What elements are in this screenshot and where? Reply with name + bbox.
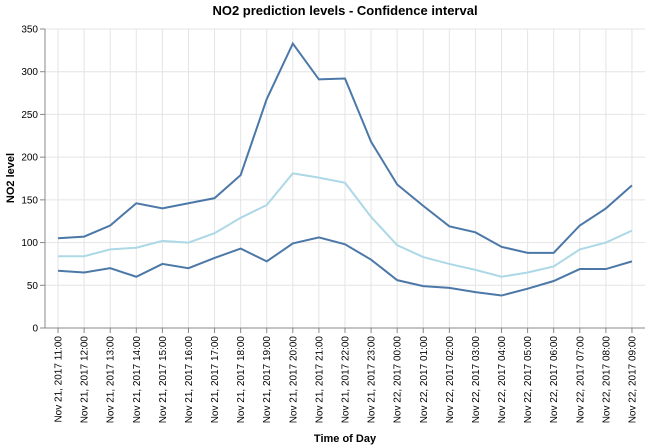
x-tick-label: Nov 21, 2017 21:00 [314, 336, 325, 424]
x-tick-label: Nov 21, 2017 13:00 [106, 336, 117, 424]
x-tick-label: Nov 22, 2017 05:00 [523, 336, 534, 424]
x-tick-label: Nov 21, 2017 18:00 [236, 336, 247, 424]
y-tick-label: 100 [21, 238, 38, 249]
x-tick-label: Nov 22, 2017 00:00 [393, 336, 404, 424]
x-tick-label: Nov 22, 2017 08:00 [601, 336, 612, 424]
x-tick-label: Nov 21, 2017 16:00 [184, 336, 195, 424]
y-tick-label: 350 [21, 25, 38, 36]
x-tick-label: Nov 21, 2017 14:00 [132, 336, 143, 424]
chart-title: NO2 prediction levels - Confidence inter… [212, 3, 477, 18]
x-axis-label: Time of Day [314, 433, 377, 445]
y-tick-label: 150 [21, 195, 38, 206]
y-tick-label: 300 [21, 67, 38, 78]
y-tick-label: 200 [21, 153, 38, 164]
x-tick-label: Nov 21, 2017 20:00 [288, 336, 299, 424]
x-tick-label: Nov 21, 2017 19:00 [262, 336, 273, 424]
series-line [58, 172, 633, 278]
x-tick-label: Nov 21, 2017 12:00 [80, 336, 91, 424]
x-tick-label: Nov 22, 2017 06:00 [549, 336, 560, 424]
y-tick-label: 0 [32, 324, 38, 335]
x-tick-label: Nov 22, 2017 09:00 [627, 336, 638, 424]
y-tick-label: 250 [21, 110, 38, 121]
x-tick-label: Nov 22, 2017 07:00 [575, 336, 586, 424]
x-tick-label: Nov 22, 2017 04:00 [497, 336, 508, 424]
x-tick-label: Nov 21, 2017 15:00 [158, 336, 169, 424]
series-line [57, 236, 633, 297]
x-tick-label: Nov 22, 2017 01:00 [419, 336, 430, 424]
y-tick-label: 50 [27, 281, 39, 292]
y-axis-label: NO2 level [5, 153, 17, 203]
x-tick-label: Nov 21, 2017 23:00 [367, 336, 378, 424]
x-tick-label: Nov 22, 2017 02:00 [445, 336, 456, 424]
x-tick-label: Nov 21, 2017 17:00 [210, 336, 221, 424]
x-tick-label: Nov 21, 2017 11:00 [54, 336, 65, 423]
x-tick-label: Nov 21, 2017 22:00 [341, 336, 352, 424]
series-line [57, 41, 633, 254]
x-tick-label: Nov 22, 2017 03:00 [471, 336, 482, 424]
